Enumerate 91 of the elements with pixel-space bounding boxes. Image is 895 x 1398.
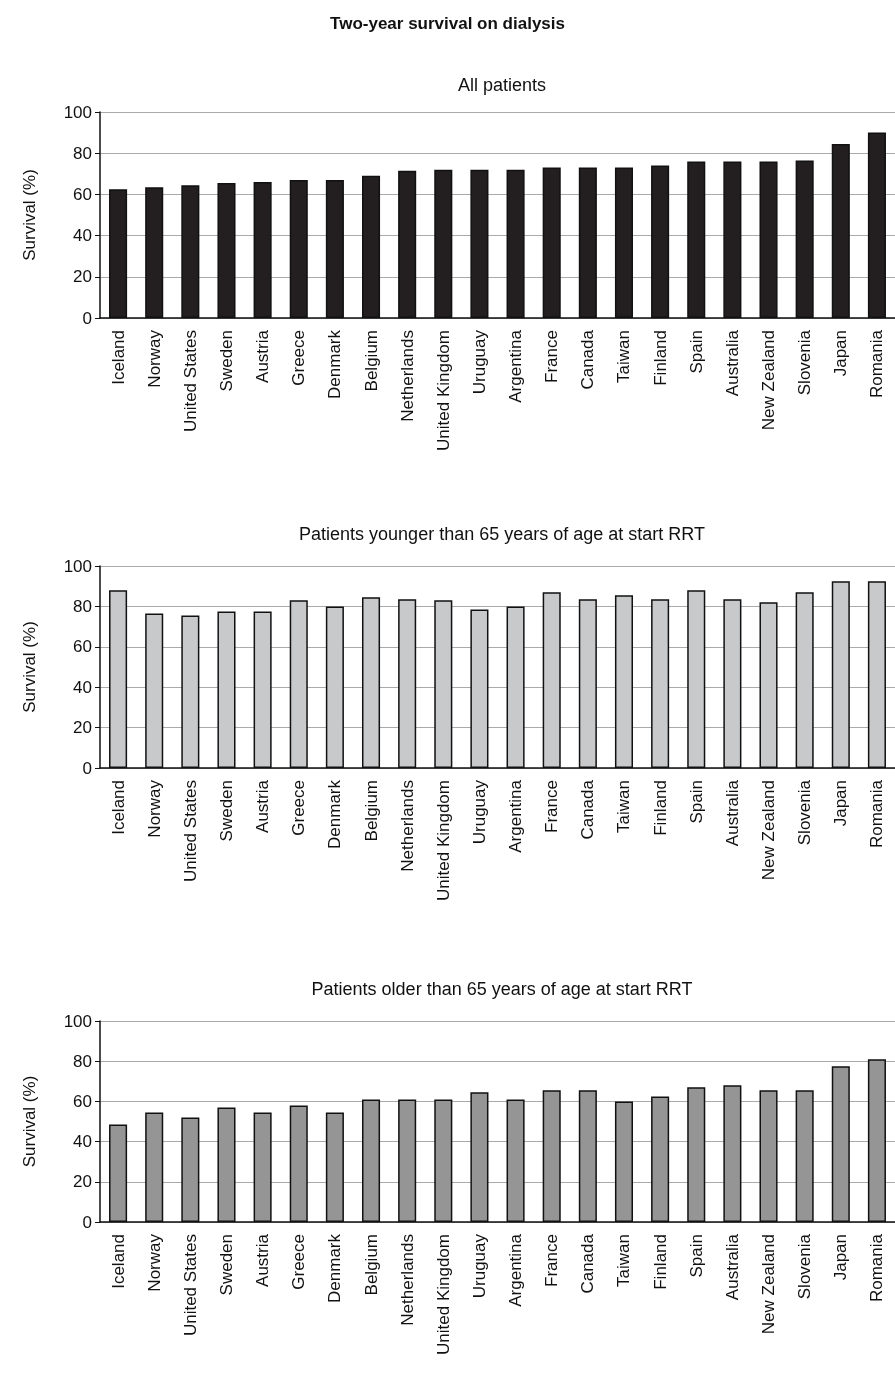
x-tick-label: Greece <box>289 780 309 836</box>
y-tick-label: 80 <box>73 1051 92 1071</box>
x-tick-label: Argentina <box>506 779 526 853</box>
x-tick-label: Finland <box>650 330 670 386</box>
x-tick-label: Iceland <box>108 1234 128 1289</box>
x-tick-label: Belgium <box>361 780 381 842</box>
x-tick-label: Canada <box>578 779 598 840</box>
x-tick-label: Slovenia <box>795 1233 815 1300</box>
x-tick-label: United Kingdom <box>433 780 453 901</box>
y-tick-label: 0 <box>82 308 92 328</box>
y-tick-label: 100 <box>63 1011 92 1031</box>
x-tick-label: Uruguay <box>469 1233 489 1299</box>
x-tick-label: Austria <box>253 1233 273 1287</box>
y-tick-label: 80 <box>73 596 92 616</box>
x-tick-label: Finland <box>650 780 670 836</box>
x-tick-label: Romania <box>867 329 887 399</box>
x-tick-label: Australia <box>722 329 742 397</box>
x-tick-label: Japan <box>831 1234 851 1281</box>
y-tick-label: 40 <box>73 226 92 246</box>
x-tick-label: United Kingdom <box>433 1234 453 1355</box>
chart-title: Patients younger than 65 years of age at start RRT <box>299 524 705 544</box>
x-tick-label: United States <box>180 330 200 433</box>
y-axis-title: Survival (%) <box>20 1075 39 1168</box>
y-axis-title: Survival (%) <box>20 621 39 713</box>
x-tick-label: Slovenia <box>795 779 815 846</box>
x-tick-label: Netherlands <box>397 1234 417 1326</box>
x-tick-label: United States <box>180 1234 200 1337</box>
x-tick-label: Spain <box>686 330 706 374</box>
y-tick-label: 40 <box>73 1132 92 1152</box>
y-tick-label: 0 <box>82 1212 92 1232</box>
x-tick-label: Canada <box>578 1233 598 1294</box>
x-tick-label: Iceland <box>108 330 128 385</box>
x-tick-label: Finland <box>650 1234 670 1290</box>
x-tick-label: Denmark <box>325 779 345 849</box>
y-tick-label: 20 <box>73 267 92 287</box>
y-axis-title: Survival (%) <box>20 169 39 261</box>
chart-title: Two-year survival on dialysis <box>330 14 565 33</box>
x-tick-label: Norway <box>144 1233 164 1292</box>
y-tick-label: 100 <box>63 102 92 122</box>
x-tick-label: Romania <box>867 1233 887 1303</box>
y-tick-label: 80 <box>73 143 92 163</box>
x-tick-label: Belgium <box>361 1234 381 1296</box>
x-tick-label: New Zealand <box>759 1234 779 1335</box>
y-tick-label: 60 <box>73 1091 92 1111</box>
x-tick-label: Denmark <box>325 329 345 399</box>
x-tick-label: Canada <box>578 329 598 390</box>
x-tick-label: Belgium <box>361 330 381 392</box>
x-tick-label: Norway <box>144 329 164 388</box>
x-tick-label: Uruguay <box>469 329 489 395</box>
y-tick-label: 40 <box>73 677 92 697</box>
x-tick-label: Greece <box>289 330 309 386</box>
x-tick-label: United States <box>180 780 200 883</box>
x-tick-label: Slovenia <box>795 329 815 396</box>
chart-title: Patients older than 65 years of age at start RRT <box>311 979 693 999</box>
y-tick-label: 60 <box>73 637 92 657</box>
y-tick-label: 20 <box>73 1172 92 1192</box>
y-tick-label: 100 <box>63 556 92 576</box>
x-tick-label: Japan <box>831 780 851 827</box>
x-tick-label: Norway <box>144 779 164 838</box>
x-tick-label: Iceland <box>108 780 128 835</box>
x-tick-label: Taiwan <box>614 330 634 383</box>
x-tick-label: Denmark <box>325 1233 345 1303</box>
x-tick-label: Uruguay <box>469 779 489 845</box>
x-tick-label: Austria <box>253 779 273 833</box>
x-tick-label: United Kingdom <box>433 330 453 451</box>
x-tick-label: Netherlands <box>397 780 417 872</box>
x-tick-label: Taiwan <box>614 780 634 833</box>
x-tick-label: Sweden <box>216 330 236 392</box>
x-tick-label: France <box>542 330 562 383</box>
x-tick-label: France <box>542 1234 562 1287</box>
x-tick-label: Australia <box>722 779 742 847</box>
y-tick-label: 20 <box>73 718 92 738</box>
x-tick-label: Spain <box>686 780 706 824</box>
x-tick-label: Japan <box>831 330 851 377</box>
chart-subtitle: All patients <box>457 75 547 95</box>
y-tick-label: 60 <box>73 184 92 204</box>
x-tick-label: Spain <box>686 1234 706 1278</box>
x-tick-label: Austria <box>253 329 273 383</box>
x-tick-label: Sweden <box>216 1234 236 1296</box>
x-tick-label: France <box>542 780 562 833</box>
x-tick-label: Greece <box>289 1234 309 1290</box>
x-tick-label: Argentina <box>506 329 526 403</box>
x-tick-label: Argentina <box>506 1233 526 1307</box>
y-tick-label: 0 <box>82 758 92 778</box>
x-tick-label: Netherlands <box>397 330 417 422</box>
x-tick-label: New Zealand <box>759 330 779 431</box>
x-tick-label: Australia <box>722 1233 742 1301</box>
x-tick-label: New Zealand <box>759 780 779 881</box>
x-tick-label: Sweden <box>216 780 236 842</box>
x-tick-label: Romania <box>867 779 887 849</box>
x-tick-label: Taiwan <box>614 1234 634 1287</box>
